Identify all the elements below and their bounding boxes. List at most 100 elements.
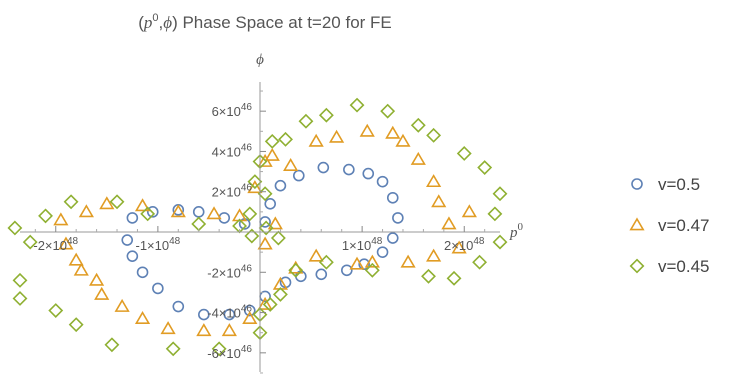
data-point-triangle xyxy=(441,216,457,230)
y-tick-label: 2×1046 xyxy=(212,183,253,200)
data-point-triangle xyxy=(242,311,258,324)
legend-label: v=0.47 xyxy=(658,216,710,235)
data-point-circle xyxy=(126,250,139,262)
data-point-diamond xyxy=(492,234,508,250)
data-point-triangle xyxy=(426,174,442,188)
data-point-diamond xyxy=(278,131,293,147)
data-point-diamond xyxy=(364,262,380,278)
data-point-triangle xyxy=(160,321,176,335)
legend-marker-circle xyxy=(631,178,643,190)
data-point-diamond xyxy=(12,291,28,306)
title-comma: , xyxy=(159,13,164,32)
legend-label: v=0.45 xyxy=(658,257,710,276)
data-point-circle xyxy=(192,206,205,218)
data-point-triangle xyxy=(264,147,280,161)
x-axis-label: p0 xyxy=(509,221,524,241)
title-p: p xyxy=(143,13,153,32)
data-point-triangle xyxy=(221,323,237,337)
data-point-triangle xyxy=(395,133,411,147)
data-point-diamond xyxy=(456,146,472,161)
data-point-triangle xyxy=(134,311,151,324)
data-point-triangle xyxy=(426,248,442,262)
x-tick-label: 1×1048 xyxy=(342,236,383,253)
data-point-triangle xyxy=(451,240,467,254)
data-point-circle xyxy=(317,161,330,174)
data-point-diamond xyxy=(264,133,280,149)
data-point-diamond xyxy=(63,194,79,210)
data-point-circle xyxy=(341,264,353,277)
chart-title: (p0,ϕ) Phase Space at t=20 for FE xyxy=(138,12,392,32)
data-point-diamond xyxy=(318,107,334,123)
legend-marker-diamond xyxy=(629,258,645,274)
data-point-circle xyxy=(198,308,210,321)
y-tick-label: 4×1046 xyxy=(212,142,253,159)
legend: v=0.5 v=0.47 v=0.45 xyxy=(629,175,710,276)
data-point-diamond xyxy=(48,303,64,318)
data-point-triangle xyxy=(364,254,380,268)
title-phi: ϕ xyxy=(163,13,172,32)
data-point-triangle xyxy=(206,206,222,220)
title-paren-open: ( xyxy=(138,13,144,32)
data-point-diamond xyxy=(242,206,258,222)
data-point-triangle xyxy=(385,125,401,139)
y-tick-label: 6×1046 xyxy=(212,102,253,119)
data-point-circle xyxy=(172,300,185,313)
data-point-diamond xyxy=(272,286,288,302)
data-point-circle xyxy=(376,175,389,188)
data-point-diamond xyxy=(492,186,508,202)
data-point-diamond xyxy=(421,268,436,284)
y-axis-label: ϕ xyxy=(256,52,264,68)
data-point-diamond xyxy=(270,230,286,246)
data-point-diamond xyxy=(247,174,263,190)
data-point-triangle xyxy=(196,323,212,337)
data-point-diamond xyxy=(298,113,314,129)
data-point-circle xyxy=(376,246,389,258)
data-point-circle xyxy=(264,198,277,210)
data-point-diamond xyxy=(244,228,260,244)
data-point-diamond xyxy=(426,127,442,143)
data-point-diamond xyxy=(140,206,156,222)
data-point-triangle xyxy=(114,298,130,312)
data-point-circle xyxy=(243,304,256,317)
data-point-circle xyxy=(293,169,305,182)
data-point-diamond xyxy=(104,337,120,353)
data-point-diamond xyxy=(191,216,207,232)
data-point-triangle xyxy=(58,236,74,250)
data-point-circle xyxy=(152,282,164,295)
data-point-triangle xyxy=(257,236,273,250)
data-point-triangle xyxy=(400,254,416,268)
data-point-diamond xyxy=(477,160,493,175)
series-diamond xyxy=(7,97,508,357)
series-circle xyxy=(121,161,404,321)
data-point-triangle xyxy=(283,157,299,171)
data-point-diamond xyxy=(487,206,503,222)
data-point-diamond xyxy=(472,254,488,270)
data-point-triangle xyxy=(431,194,447,208)
y-tick-label: -6×1046 xyxy=(207,344,252,361)
data-point-circle xyxy=(274,179,287,192)
title-rest: ) Phase Space at t=20 for FE xyxy=(172,13,392,32)
data-point-circle xyxy=(392,212,404,224)
y-tick-label: -4×1046 xyxy=(207,304,252,321)
data-point-diamond xyxy=(446,270,462,286)
data-point-triangle xyxy=(170,204,186,218)
data-point-diamond xyxy=(410,117,426,133)
data-point-diamond xyxy=(109,194,125,210)
data-point-diamond xyxy=(380,103,396,119)
y-tick-label: -2×1046 xyxy=(207,263,252,280)
data-point-diamond xyxy=(211,341,227,357)
data-point-circle xyxy=(386,191,399,204)
data-point-triangle xyxy=(349,256,365,270)
data-point-diamond xyxy=(262,297,278,312)
data-point-triangle xyxy=(53,212,69,226)
x-tick-label: 2×1048 xyxy=(444,236,485,253)
data-point-circle xyxy=(126,212,139,224)
data-point-triangle xyxy=(68,252,84,266)
data-point-triangle xyxy=(73,262,89,276)
data-point-diamond xyxy=(288,262,304,278)
legend-marker-triangle xyxy=(629,217,645,231)
data-point-circle xyxy=(315,268,328,281)
data-point-diamond xyxy=(349,97,365,113)
axes: -2×1048 -1×1048 1×1048 2×1048 6×1046 4×1046 2×… xyxy=(20,52,524,374)
